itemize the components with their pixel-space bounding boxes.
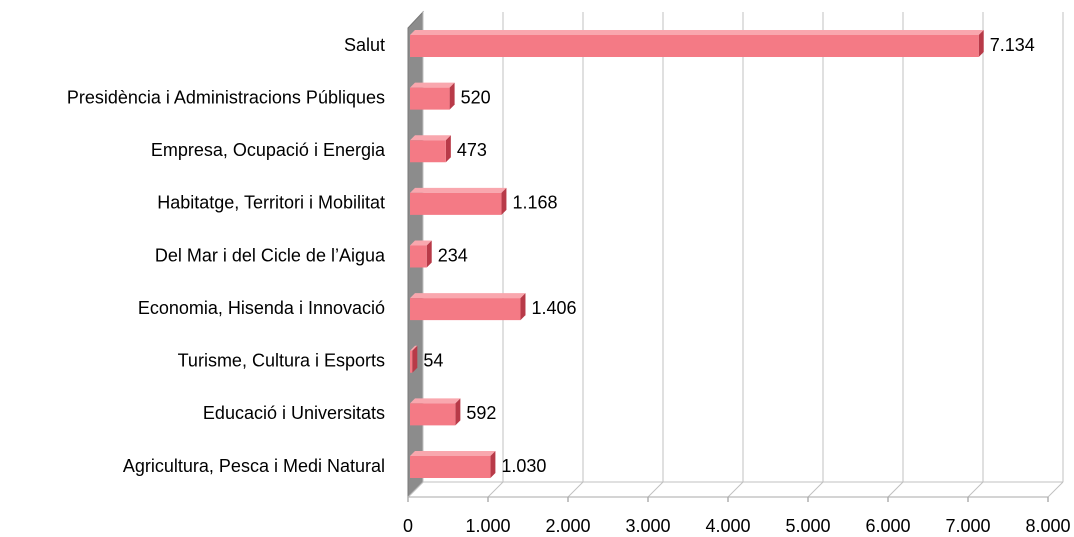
bar-top bbox=[410, 240, 432, 246]
bar-side bbox=[445, 135, 451, 163]
y-tick-label: Empresa, Ocupació i Energia bbox=[151, 140, 386, 160]
bar-side bbox=[426, 240, 432, 268]
bar bbox=[410, 87, 450, 110]
bar bbox=[410, 140, 446, 163]
bar bbox=[410, 35, 979, 57]
bar bbox=[410, 298, 521, 321]
floor-line bbox=[807, 481, 824, 498]
bar-side bbox=[490, 451, 496, 478]
bar-top bbox=[410, 451, 496, 456]
bar bbox=[410, 350, 413, 373]
bar-top bbox=[410, 187, 507, 193]
x-tick-label: 3.000 bbox=[625, 516, 670, 536]
bar bbox=[410, 192, 502, 215]
y-tick-label: Del Mar i del Cicle de l’Aigua bbox=[155, 245, 386, 265]
floor-line bbox=[967, 481, 984, 498]
floor-line bbox=[407, 481, 424, 498]
floor-line bbox=[567, 481, 584, 498]
value-label: 7.134 bbox=[990, 35, 1035, 55]
value-label: 520 bbox=[461, 87, 491, 107]
value-label: 54 bbox=[423, 351, 443, 371]
value-label: 1.406 bbox=[531, 298, 576, 318]
bar-top bbox=[410, 135, 451, 141]
bar bbox=[410, 245, 427, 268]
y-tick-label: Presidència i Administracions Públiques bbox=[67, 87, 385, 107]
bar-side bbox=[978, 30, 984, 57]
y-tick-label: Educació i Universitats bbox=[203, 403, 385, 423]
bar-top bbox=[410, 398, 461, 404]
y-tick-label: Habitatge, Territori i Mobilitat bbox=[157, 193, 385, 213]
value-label: 1.168 bbox=[512, 193, 557, 213]
bar-top bbox=[410, 82, 455, 88]
bar-side bbox=[520, 293, 526, 321]
x-tick-label: 6.000 bbox=[865, 516, 910, 536]
x-tick-label: 0 bbox=[403, 516, 413, 536]
floor-line bbox=[887, 481, 904, 498]
y-tick-label: Economia, Hisenda i Innovació bbox=[138, 298, 385, 318]
floor-line bbox=[647, 481, 664, 498]
value-label: 1.030 bbox=[501, 456, 546, 476]
bar-top bbox=[410, 345, 418, 351]
floor-line bbox=[727, 481, 744, 498]
bar-top bbox=[410, 293, 526, 299]
value-label: 473 bbox=[457, 140, 487, 160]
bar-side bbox=[501, 187, 507, 215]
x-tick-label: 2.000 bbox=[545, 516, 590, 536]
bar-top bbox=[410, 30, 984, 35]
value-label: 592 bbox=[466, 403, 496, 423]
y-tick-label: Turisme, Cultura i Esports bbox=[178, 351, 385, 371]
bar bbox=[410, 403, 456, 426]
bar bbox=[410, 456, 491, 478]
x-tick-label: 5.000 bbox=[785, 516, 830, 536]
y-tick-label: Agricultura, Pesca i Medi Natural bbox=[123, 456, 385, 476]
floor-line bbox=[1047, 481, 1064, 498]
bar-side bbox=[449, 82, 455, 110]
x-tick-label: 1.000 bbox=[465, 516, 510, 536]
floor-line bbox=[487, 481, 504, 498]
bar-side bbox=[412, 345, 418, 373]
x-tick-label: 4.000 bbox=[705, 516, 750, 536]
y-tick-label: Salut bbox=[344, 35, 385, 55]
x-tick-label: 7.000 bbox=[945, 516, 990, 536]
x-tick-label: 8.000 bbox=[1025, 516, 1070, 536]
bar-side bbox=[455, 398, 461, 426]
value-label: 234 bbox=[438, 245, 468, 265]
